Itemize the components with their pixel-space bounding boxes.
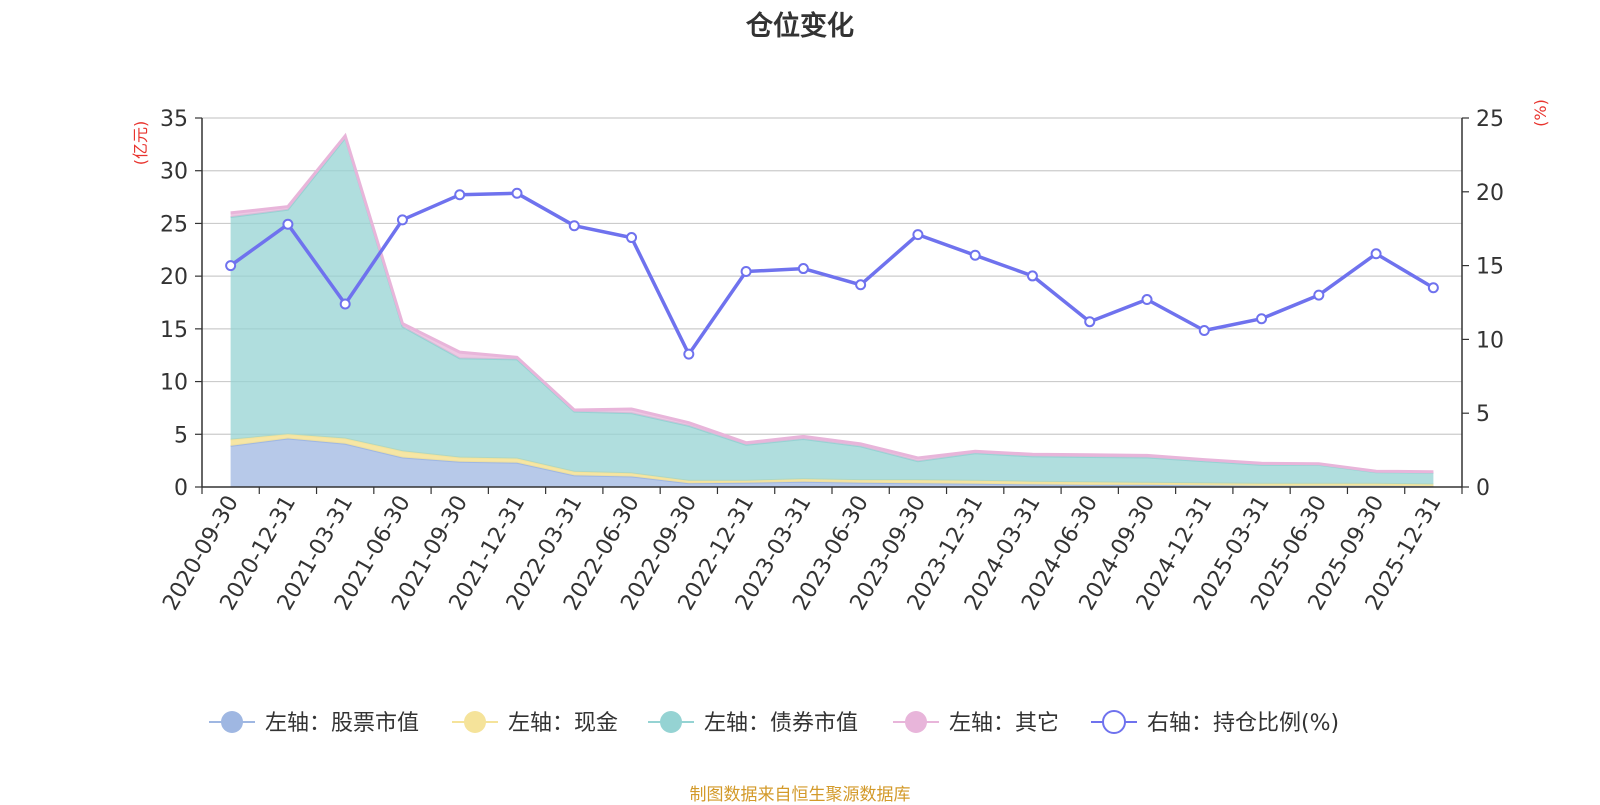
holding-ratio-point [1084, 316, 1096, 328]
left-axis-tick-label: 35 [160, 107, 188, 132]
holding-ratio-point [282, 218, 294, 230]
holding-ratio-point [626, 232, 638, 244]
holding-ratio-point [396, 214, 408, 226]
holding-ratio-point [797, 263, 809, 275]
left-axis-tick-label: 10 [160, 371, 188, 396]
left-axis-unit-label: (亿元) [131, 121, 150, 166]
right-axis-tick-label: 0 [1476, 476, 1490, 501]
holding-ratio-point [740, 266, 752, 278]
holding-ratio-point [1198, 325, 1210, 337]
holding-ratio-point [339, 298, 351, 310]
data-source-note: 制图数据来自恒生聚源数据库 [689, 785, 911, 805]
legend-item-bond-value-marker[interactable] [660, 711, 682, 733]
right-axis-tick-label: 25 [1476, 107, 1504, 132]
holding-ratio-point [912, 229, 924, 241]
holding-ratio-point [454, 189, 466, 201]
legend-item-stock-value-label[interactable]: 左轴：股票市值 [265, 711, 419, 736]
cash-area [230, 434, 1434, 487]
left-axis-tick-label: 25 [160, 212, 188, 237]
holding-ratio-point [1370, 248, 1382, 260]
left-axis-tick-label: 30 [160, 160, 188, 185]
left-axis-tick-label: 15 [160, 318, 188, 343]
holding-ratio-point [969, 249, 981, 261]
right-axis-tick-label: 20 [1476, 181, 1504, 206]
holding-ratio-point [1427, 282, 1439, 294]
holding-ratio-point [225, 260, 237, 272]
holding-ratio-point [855, 279, 867, 291]
legend-item-other-label[interactable]: 左轴：其它 [949, 711, 1059, 736]
holding-ratio-point [683, 348, 695, 360]
other-area-edge [230, 132, 1434, 474]
holding-ratio-point [1313, 289, 1325, 301]
legend-item-holding-ratio-marker[interactable] [1102, 710, 1126, 734]
left-axis-tick-label: 20 [160, 265, 188, 290]
chart-title: 仓位变化 [746, 11, 854, 42]
holding-ratio-point [511, 187, 523, 199]
legend-item-bond-value-label[interactable]: 左轴：债券市值 [704, 711, 858, 736]
left-axis-tick-label: 0 [174, 476, 188, 501]
right-axis-unit-label: (%) [1531, 99, 1550, 127]
right-axis-tick-label: 5 [1476, 402, 1490, 427]
legend-item-holding-ratio-label[interactable]: 右轴：持仓比例(%) [1147, 711, 1339, 736]
holding-ratio-point [1026, 270, 1038, 282]
right-axis-tick-label: 10 [1476, 328, 1504, 353]
legend-item-cash-label[interactable]: 左轴：现金 [508, 711, 618, 736]
legend-item-other-marker[interactable] [905, 711, 927, 733]
holding-ratio-point [568, 220, 580, 232]
stock-value-area [230, 438, 1434, 487]
legend-item-stock-value-marker[interactable] [221, 711, 243, 733]
right-axis-tick-label: 15 [1476, 255, 1504, 280]
left-axis-tick-label: 5 [174, 423, 188, 448]
holding-ratio-point [1141, 294, 1153, 306]
holding-ratio-line [229, 191, 1435, 356]
holding-ratio-point [1256, 313, 1268, 325]
bond-value-area [230, 138, 1434, 485]
legend-item-cash-marker[interactable] [464, 711, 486, 733]
